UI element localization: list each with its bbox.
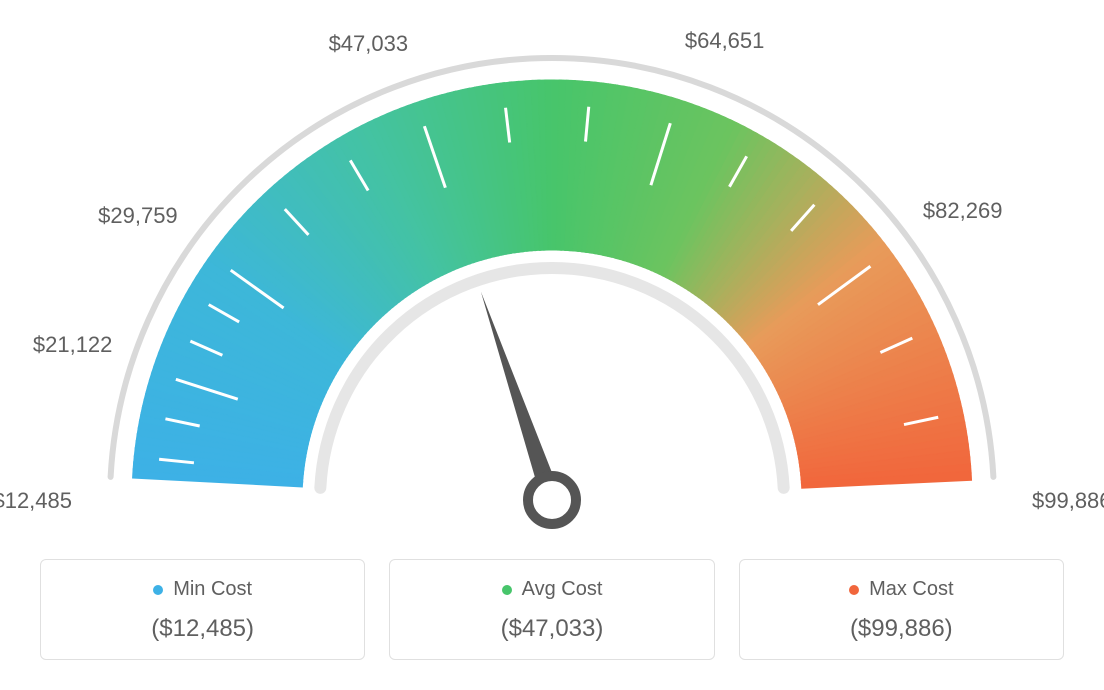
- gauge-area: $12,485 $21,122 $29,759 $47,033 $64,651 $82,2…: [0, 0, 1104, 540]
- legend-min-value: ($12,485): [51, 615, 354, 643]
- legend-max-title-row: Max Cost: [849, 578, 953, 601]
- legend-row: Min Cost ($12,485) Avg Cost ($47,033) Ma…: [40, 559, 1064, 660]
- legend-avg-box: Avg Cost ($47,033): [389, 559, 714, 660]
- gauge-tick-label: $82,269: [923, 198, 1003, 224]
- legend-min-dot: [153, 585, 163, 595]
- gauge-tick-label: $12,485: [0, 488, 72, 514]
- legend-avg-value: ($47,033): [400, 615, 703, 643]
- legend-min-title: Min Cost: [173, 578, 252, 601]
- legend-max-box: Max Cost ($99,886): [739, 559, 1064, 660]
- legend-min-title-row: Min Cost: [153, 578, 252, 601]
- legend-max-dot: [849, 585, 859, 595]
- gauge-tick-label: $29,759: [98, 203, 178, 229]
- gauge-svg: [0, 0, 1104, 540]
- legend-max-value: ($99,886): [750, 615, 1053, 643]
- legend-max-title: Max Cost: [869, 578, 953, 601]
- legend-avg-title-row: Avg Cost: [502, 578, 603, 601]
- chart-container: $12,485 $21,122 $29,759 $47,033 $64,651 $82,2…: [0, 0, 1104, 690]
- legend-avg-title: Avg Cost: [522, 578, 603, 601]
- gauge-tick-label: $99,886: [1032, 488, 1104, 514]
- gauge-tick-label: $64,651: [685, 28, 765, 54]
- gauge-tick-label: $47,033: [329, 31, 409, 57]
- gauge-tick-label: $21,122: [33, 332, 113, 358]
- legend-avg-dot: [502, 585, 512, 595]
- legend-min-box: Min Cost ($12,485): [40, 559, 365, 660]
